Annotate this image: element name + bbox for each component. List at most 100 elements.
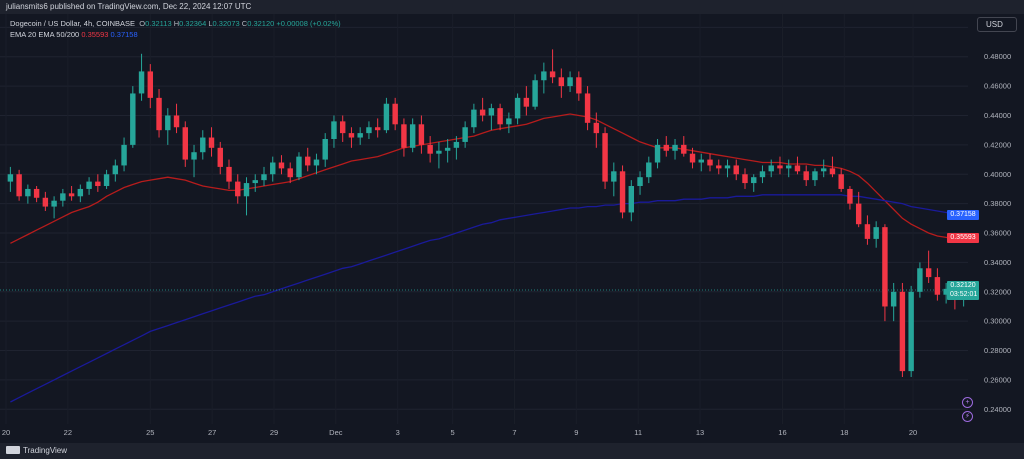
candle-down	[479, 109, 486, 116]
symbol-legend[interactable]: Dogecoin / US Dollar, 4h, COINBASE O0.32…	[10, 19, 341, 28]
brand-name: TradingView	[23, 446, 68, 455]
currency-button[interactable]: USD	[977, 17, 1017, 32]
candle-up	[759, 171, 766, 178]
candle-up	[943, 288, 949, 295]
candle-down	[689, 153, 696, 163]
candle-up	[296, 156, 302, 178]
candle-down	[602, 133, 608, 182]
candle-up	[86, 181, 92, 189]
candle-down	[864, 224, 871, 239]
candle-up	[103, 174, 110, 187]
candle-down	[803, 171, 809, 181]
candle-down	[681, 144, 687, 154]
ema-slow-price-label: 0.37158	[947, 210, 979, 220]
candle-down	[348, 133, 355, 138]
time-axis-label: 13	[696, 428, 704, 437]
candle-up	[873, 227, 879, 239]
candle-up	[768, 165, 774, 172]
low-value: 0.32073	[212, 19, 240, 28]
candle-up	[917, 268, 923, 292]
candle-down	[208, 137, 215, 148]
candle-down	[838, 174, 844, 189]
candle-up	[409, 124, 416, 148]
time-axis-label: 29	[270, 428, 278, 437]
ema-slow-line	[10, 194, 964, 403]
candle-down	[593, 122, 600, 134]
candle-up	[112, 165, 119, 175]
candle-down	[173, 115, 180, 128]
low-key: L	[208, 19, 213, 28]
candle-down	[42, 197, 49, 207]
candle-down	[576, 77, 582, 94]
time-axis-label: 3	[396, 428, 400, 437]
candle-down	[663, 144, 669, 151]
candle-up	[138, 71, 145, 94]
candle-up	[820, 168, 827, 172]
candle-up	[908, 291, 914, 372]
close-key: C	[241, 19, 248, 28]
candle-up	[646, 162, 652, 178]
price-tick-label: 0.32000	[984, 287, 1011, 296]
plus-circle-icon[interactable]: +	[962, 397, 973, 408]
candle-up	[471, 109, 477, 128]
lightning-icon[interactable]: ⚡︎	[962, 411, 973, 422]
high-value: 0.32364	[179, 19, 207, 28]
time-axis-label: 20	[909, 428, 917, 437]
candle-up	[567, 77, 573, 87]
time-axis-label: Dec	[329, 428, 343, 437]
candle-down	[882, 227, 888, 307]
indicator-label: EMA 20 EMA 50/200	[10, 30, 80, 39]
candle-up	[191, 152, 197, 160]
candle-down	[287, 168, 293, 178]
candle-up	[532, 80, 538, 107]
candle-up	[331, 121, 337, 139]
close-value: 0.32120	[247, 19, 275, 28]
candle-down	[549, 71, 556, 78]
price-tick-label: 0.48000	[984, 52, 1011, 61]
candle-down	[716, 165, 722, 169]
symbol-title: Dogecoin / US Dollar, 4h, COINBASE	[10, 19, 136, 28]
candle-up	[462, 127, 468, 142]
price-tick-label: 0.28000	[984, 346, 1011, 355]
price-tick-label: 0.34000	[984, 258, 1011, 267]
tradingview-mark-icon	[6, 446, 20, 454]
candle-up	[637, 177, 643, 187]
tradingview-logo[interactable]: TradingView	[6, 446, 67, 455]
time-axis-label: 20	[2, 428, 10, 437]
candle-up	[506, 118, 512, 125]
candle-down	[95, 181, 101, 187]
candle-down	[847, 188, 853, 204]
candle-up	[200, 137, 206, 153]
candle-down	[707, 159, 713, 166]
candle-up	[130, 93, 136, 145]
candle-down	[427, 144, 433, 154]
candle-up	[514, 97, 521, 119]
candle-down	[742, 174, 748, 184]
time-axis-label: 27	[208, 428, 216, 437]
time-axis-label: 22	[64, 428, 72, 437]
price-tick-label: 0.46000	[984, 82, 1011, 91]
change-value: +0.00008 (+0.02%)	[276, 19, 341, 28]
candle-down	[777, 165, 783, 169]
candle-down	[733, 165, 739, 175]
indicator-legend[interactable]: EMA 20 EMA 50/200 0.35593 0.37158	[10, 30, 138, 39]
candle-down	[934, 277, 941, 295]
candle-down	[339, 121, 346, 134]
price-chart[interactable]: 0.24000 0.26000 0.28000 0.30000 0.32000 0.340…	[0, 14, 1024, 443]
candle-up	[672, 144, 678, 151]
publish-credit: juliansmits6 published on TradingView.co…	[6, 2, 252, 11]
candle-down	[182, 127, 188, 160]
candle-up	[252, 180, 258, 184]
candle-up	[890, 291, 897, 307]
candle-down	[899, 291, 906, 372]
candle-up	[453, 141, 460, 148]
candle-up	[628, 186, 635, 213]
candle-down	[584, 93, 591, 123]
ema-slow-value: 0.37158	[110, 30, 138, 39]
price-tick-label: 0.26000	[984, 375, 1011, 384]
candle-up	[488, 108, 495, 116]
candle-up	[270, 162, 276, 175]
price-tick-label: 0.42000	[984, 140, 1011, 149]
candle-up	[60, 193, 66, 201]
